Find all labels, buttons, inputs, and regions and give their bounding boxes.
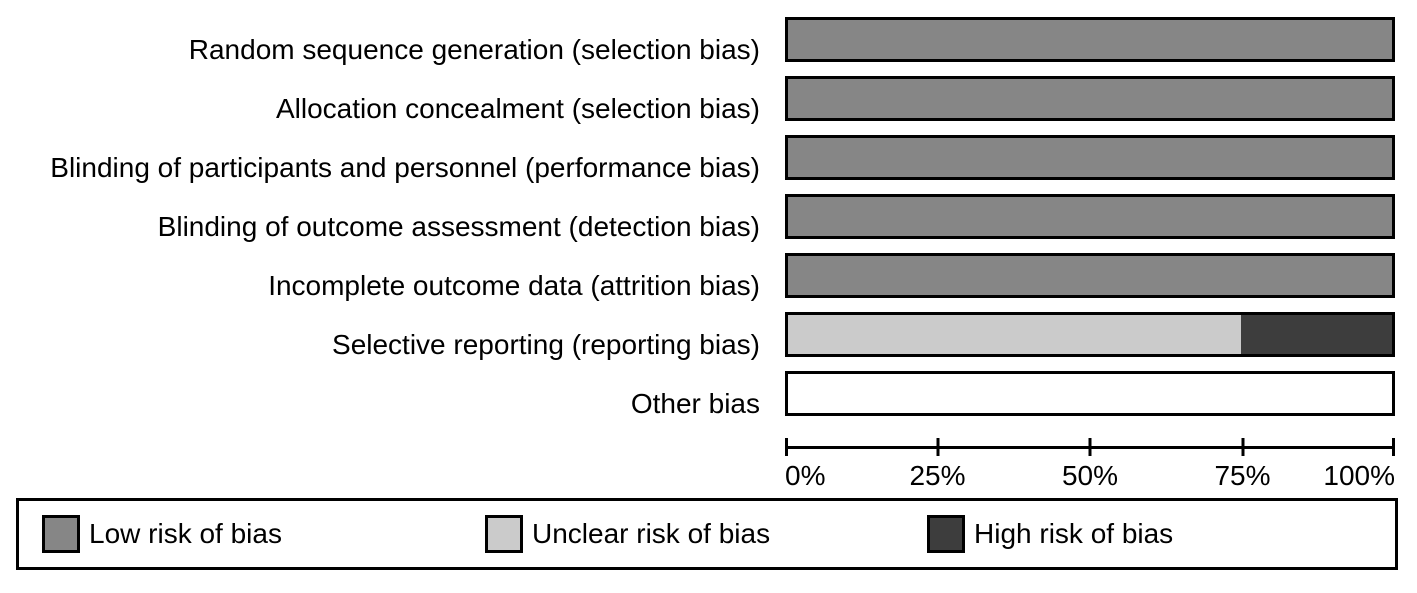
category-label: Incomplete outcome data (attrition bias) [268, 270, 760, 301]
category-label: Blinding of outcome assessment (detectio… [157, 211, 760, 242]
legend-item: Low risk of bias [42, 515, 282, 553]
x-axis-tick-label: 50% [1061, 460, 1119, 491]
bar-segment-low [788, 197, 1392, 236]
x-axis-tick [936, 438, 939, 456]
bar-segment-low [788, 20, 1392, 59]
legend-swatch-low-risk [42, 515, 80, 553]
x-axis-tick [785, 438, 788, 456]
legend-swatch-unclear-risk [485, 515, 523, 553]
legend-item: Unclear risk of bias [485, 515, 770, 553]
legend-label: High risk of bias [974, 518, 1174, 549]
x-axis-tick-labels: 0% 25% 50% 75% 100% [785, 460, 1395, 492]
legend-label: Low risk of bias [89, 518, 282, 549]
x-axis-tick [1241, 438, 1244, 456]
bar-track [785, 253, 1395, 298]
x-axis-tick [1088, 438, 1092, 456]
category-label: Random sequence generation (selection bi… [188, 34, 760, 65]
bar-track [785, 135, 1395, 180]
chart-row: Blinding of outcome assessment (detectio… [0, 194, 1417, 242]
x-axis-tick-label: 25% [909, 460, 966, 491]
legend-item: High risk of bias [927, 515, 1173, 553]
legend-label: Unclear risk of bias [532, 518, 771, 549]
x-axis-tick-label: 75% [1214, 460, 1271, 491]
x-axis-tick-label: 100% [1323, 460, 1395, 491]
bar-track [785, 371, 1395, 416]
category-label: Other bias [630, 388, 760, 419]
category-label: Selective reporting (reporting bias) [332, 329, 760, 360]
bar-segment-low [788, 256, 1392, 295]
category-label: Blinding of participants and personnel (… [50, 152, 760, 183]
bar-segment-low [788, 79, 1392, 118]
bar-segment-high [1241, 315, 1392, 354]
bar-segment-low [788, 138, 1392, 177]
bar-track [785, 194, 1395, 239]
chart-row: Random sequence generation (selection bi… [0, 17, 1417, 65]
x-axis-tick-label: 0% [785, 460, 826, 491]
bar-segment-unclear [788, 315, 1241, 354]
chart-row: Selective reporting (reporting bias) [0, 312, 1417, 360]
legend: Low risk of bias Unclear risk of bias High… [16, 498, 1398, 570]
bar-track [785, 312, 1395, 357]
category-label: Allocation concealment (selection bias) [275, 93, 760, 124]
chart-row: Other bias [0, 371, 1417, 419]
chart-row: Incomplete outcome data (attrition bias) [0, 253, 1417, 301]
chart-row: Blinding of participants and personnel (… [0, 135, 1417, 183]
bar-track [785, 17, 1395, 62]
x-axis [785, 438, 1395, 458]
legend-swatch-high-risk [927, 515, 965, 553]
x-axis-tick [1392, 438, 1395, 456]
chart-row: Allocation concealment (selection bias) [0, 76, 1417, 124]
bar-track [785, 76, 1395, 121]
